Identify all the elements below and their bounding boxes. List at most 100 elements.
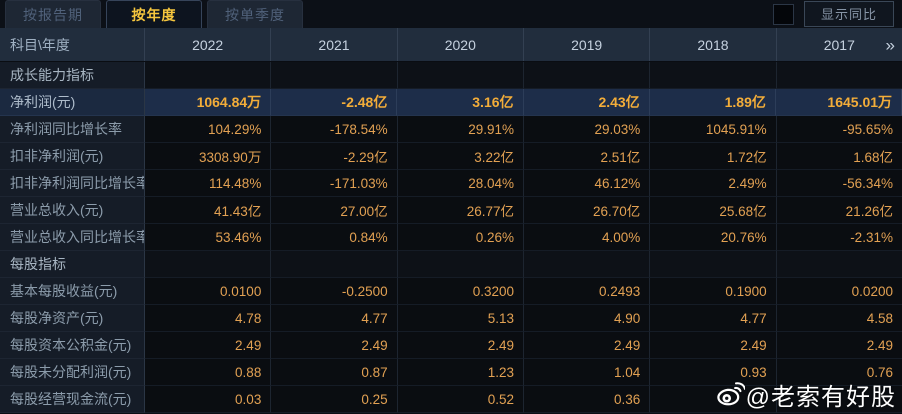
year-header-2019: 2019: [524, 28, 651, 61]
row-label: 每股指标: [0, 251, 145, 278]
value-cell: [650, 251, 777, 278]
value-cell: 2.49: [650, 332, 777, 359]
row-label: 扣非净利润同比增长率: [0, 170, 145, 197]
row-label: 基本每股收益(元): [0, 278, 145, 305]
more-years-icon[interactable]: »: [885, 35, 895, 54]
value-cell: [523, 62, 651, 89]
value-cell: 0.3200: [397, 278, 524, 305]
value-cell: 27.00亿: [271, 197, 398, 224]
value-cell: 4.77: [271, 305, 398, 332]
table-row: 扣非净利润同比增长率 114.48% -171.03% 28.04% 46.12% 2.4…: [0, 170, 902, 197]
value-cell: 3.22亿: [397, 143, 524, 170]
row-label: 成长能力指标: [0, 62, 145, 89]
value-cell: [650, 386, 777, 413]
value-cell: -95.65%: [776, 116, 902, 143]
value-cell: 2.49: [776, 332, 902, 359]
row-label: 营业总收入同比增长率: [0, 224, 145, 251]
value-cell: [776, 62, 902, 89]
value-cell: 2.49: [523, 332, 651, 359]
value-cell: 41.43亿: [145, 197, 272, 224]
value-cell: 2.49%: [650, 170, 777, 197]
value-cell: [776, 386, 902, 413]
row-label: 每股净资产(元): [0, 305, 145, 332]
tab-按单季度[interactable]: 按单季度: [207, 0, 303, 28]
period-tabs: 按报告期 按年度 按单季度: [5, 0, 308, 28]
value-cell: -2.31%: [776, 224, 902, 251]
tabbar-spacer: [308, 0, 773, 28]
value-cell: [271, 251, 398, 278]
value-cell: 0.1900: [650, 278, 777, 305]
table-body: 成长能力指标 净利润(元) 1064.84万 -2.48亿 3.16亿 2.43亿 1.89…: [0, 62, 902, 413]
tab-按年度[interactable]: 按年度: [106, 0, 202, 28]
value-cell: [523, 251, 651, 278]
value-cell: 26.70亿: [523, 197, 651, 224]
value-cell: 0.03: [145, 386, 272, 413]
row-label: 每股资本公积金(元): [0, 332, 145, 359]
row-label: 每股经营现金流(元): [0, 386, 145, 413]
value-cell: 0.0200: [776, 278, 902, 305]
show-yoy-checkbox[interactable]: [772, 3, 794, 25]
corner-header-cell: 科目\年度: [0, 28, 145, 61]
table-row: 每股资本公积金(元) 2.49 2.49 2.49 2.49 2.49 2.49: [0, 332, 902, 359]
year-header-2017: 2017»: [823, 35, 895, 54]
value-cell: 5.13: [397, 305, 524, 332]
value-cell: 0.84%: [271, 224, 398, 251]
value-cell: 0.2493: [523, 278, 651, 305]
value-cell: 2.49: [397, 332, 524, 359]
value-cell: 1064.84万: [145, 89, 272, 116]
year-header-2021: 2021: [271, 28, 398, 61]
value-cell: 53.46%: [145, 224, 272, 251]
value-cell: 4.77: [650, 305, 777, 332]
value-cell: 29.91%: [397, 116, 524, 143]
row-label: 扣非净利润(元): [0, 143, 145, 170]
value-cell: 2.43亿: [523, 89, 650, 116]
value-cell: [271, 62, 398, 89]
value-cell: 0.76: [776, 359, 902, 386]
value-cell: 0.0100: [145, 278, 272, 305]
value-cell: 2.49: [271, 332, 398, 359]
table-row: 每股未分配利润(元) 0.88 0.87 1.23 1.04 0.93 0.76: [0, 359, 902, 386]
value-cell: 1645.01万: [775, 89, 902, 116]
value-cell: 2.51亿: [523, 143, 651, 170]
value-cell: [145, 251, 272, 278]
value-cell: [650, 62, 777, 89]
value-cell: 104.29%: [145, 116, 272, 143]
value-cell: 26.77亿: [397, 197, 524, 224]
table-row: 净利润(元) 1064.84万 -2.48亿 3.16亿 2.43亿 1.89亿 1645.…: [0, 89, 902, 116]
value-cell: 25.68亿: [650, 197, 777, 224]
value-cell: 0.93: [650, 359, 777, 386]
value-cell: 1.89亿: [649, 89, 776, 116]
value-cell: -171.03%: [271, 170, 398, 197]
value-cell: 0.88: [145, 359, 272, 386]
tab-按报告期[interactable]: 按报告期: [5, 0, 101, 28]
value-cell: -2.48亿: [271, 89, 398, 116]
row-label: 净利润(元): [0, 89, 145, 116]
table-row: 扣非净利润(元) 3308.90万 -2.29亿 3.22亿 2.51亿 1.72亿 1.6…: [0, 143, 902, 170]
value-cell: 0.87: [271, 359, 398, 386]
value-cell: 0.26%: [397, 224, 524, 251]
value-cell: 29.03%: [523, 116, 651, 143]
table-row: 营业总收入同比增长率 53.46% 0.84% 0.26% 4.00% 20.76% -2.…: [0, 224, 902, 251]
value-cell: 4.78: [145, 305, 272, 332]
value-cell: 20.76%: [650, 224, 777, 251]
value-cell: 1.68亿: [776, 143, 902, 170]
table-row: 营业总收入(元) 41.43亿 27.00亿 26.77亿 26.70亿 25.68亿 21…: [0, 197, 902, 224]
value-cell: 0.52: [397, 386, 524, 413]
value-cell: 4.58: [776, 305, 902, 332]
table-row: 基本每股收益(元) 0.0100 -0.2500 0.3200 0.2493 0.1900…: [0, 278, 902, 305]
year-header-2020: 2020: [398, 28, 524, 61]
value-cell: -178.54%: [271, 116, 398, 143]
value-cell: 21.26亿: [776, 197, 902, 224]
value-cell: 1.23: [397, 359, 524, 386]
financial-table: 科目\年度 2022 2021 2020 2019 2018 2017» 成长能力指标 净利…: [0, 28, 902, 413]
period-tabbar: 按报告期 按年度 按单季度 显示同比: [0, 0, 902, 28]
value-cell: 1.72亿: [650, 143, 777, 170]
show-yoy-label[interactable]: 显示同比: [803, 1, 894, 27]
year-header-2022: 2022: [145, 28, 272, 61]
year-header-cells: 2022 2021 2020 2019 2018 2017»: [145, 28, 902, 61]
table-row: 成长能力指标: [0, 62, 902, 89]
row-label: 每股未分配利润(元): [0, 359, 145, 386]
value-cell: [397, 251, 524, 278]
value-cell: -2.29亿: [271, 143, 398, 170]
